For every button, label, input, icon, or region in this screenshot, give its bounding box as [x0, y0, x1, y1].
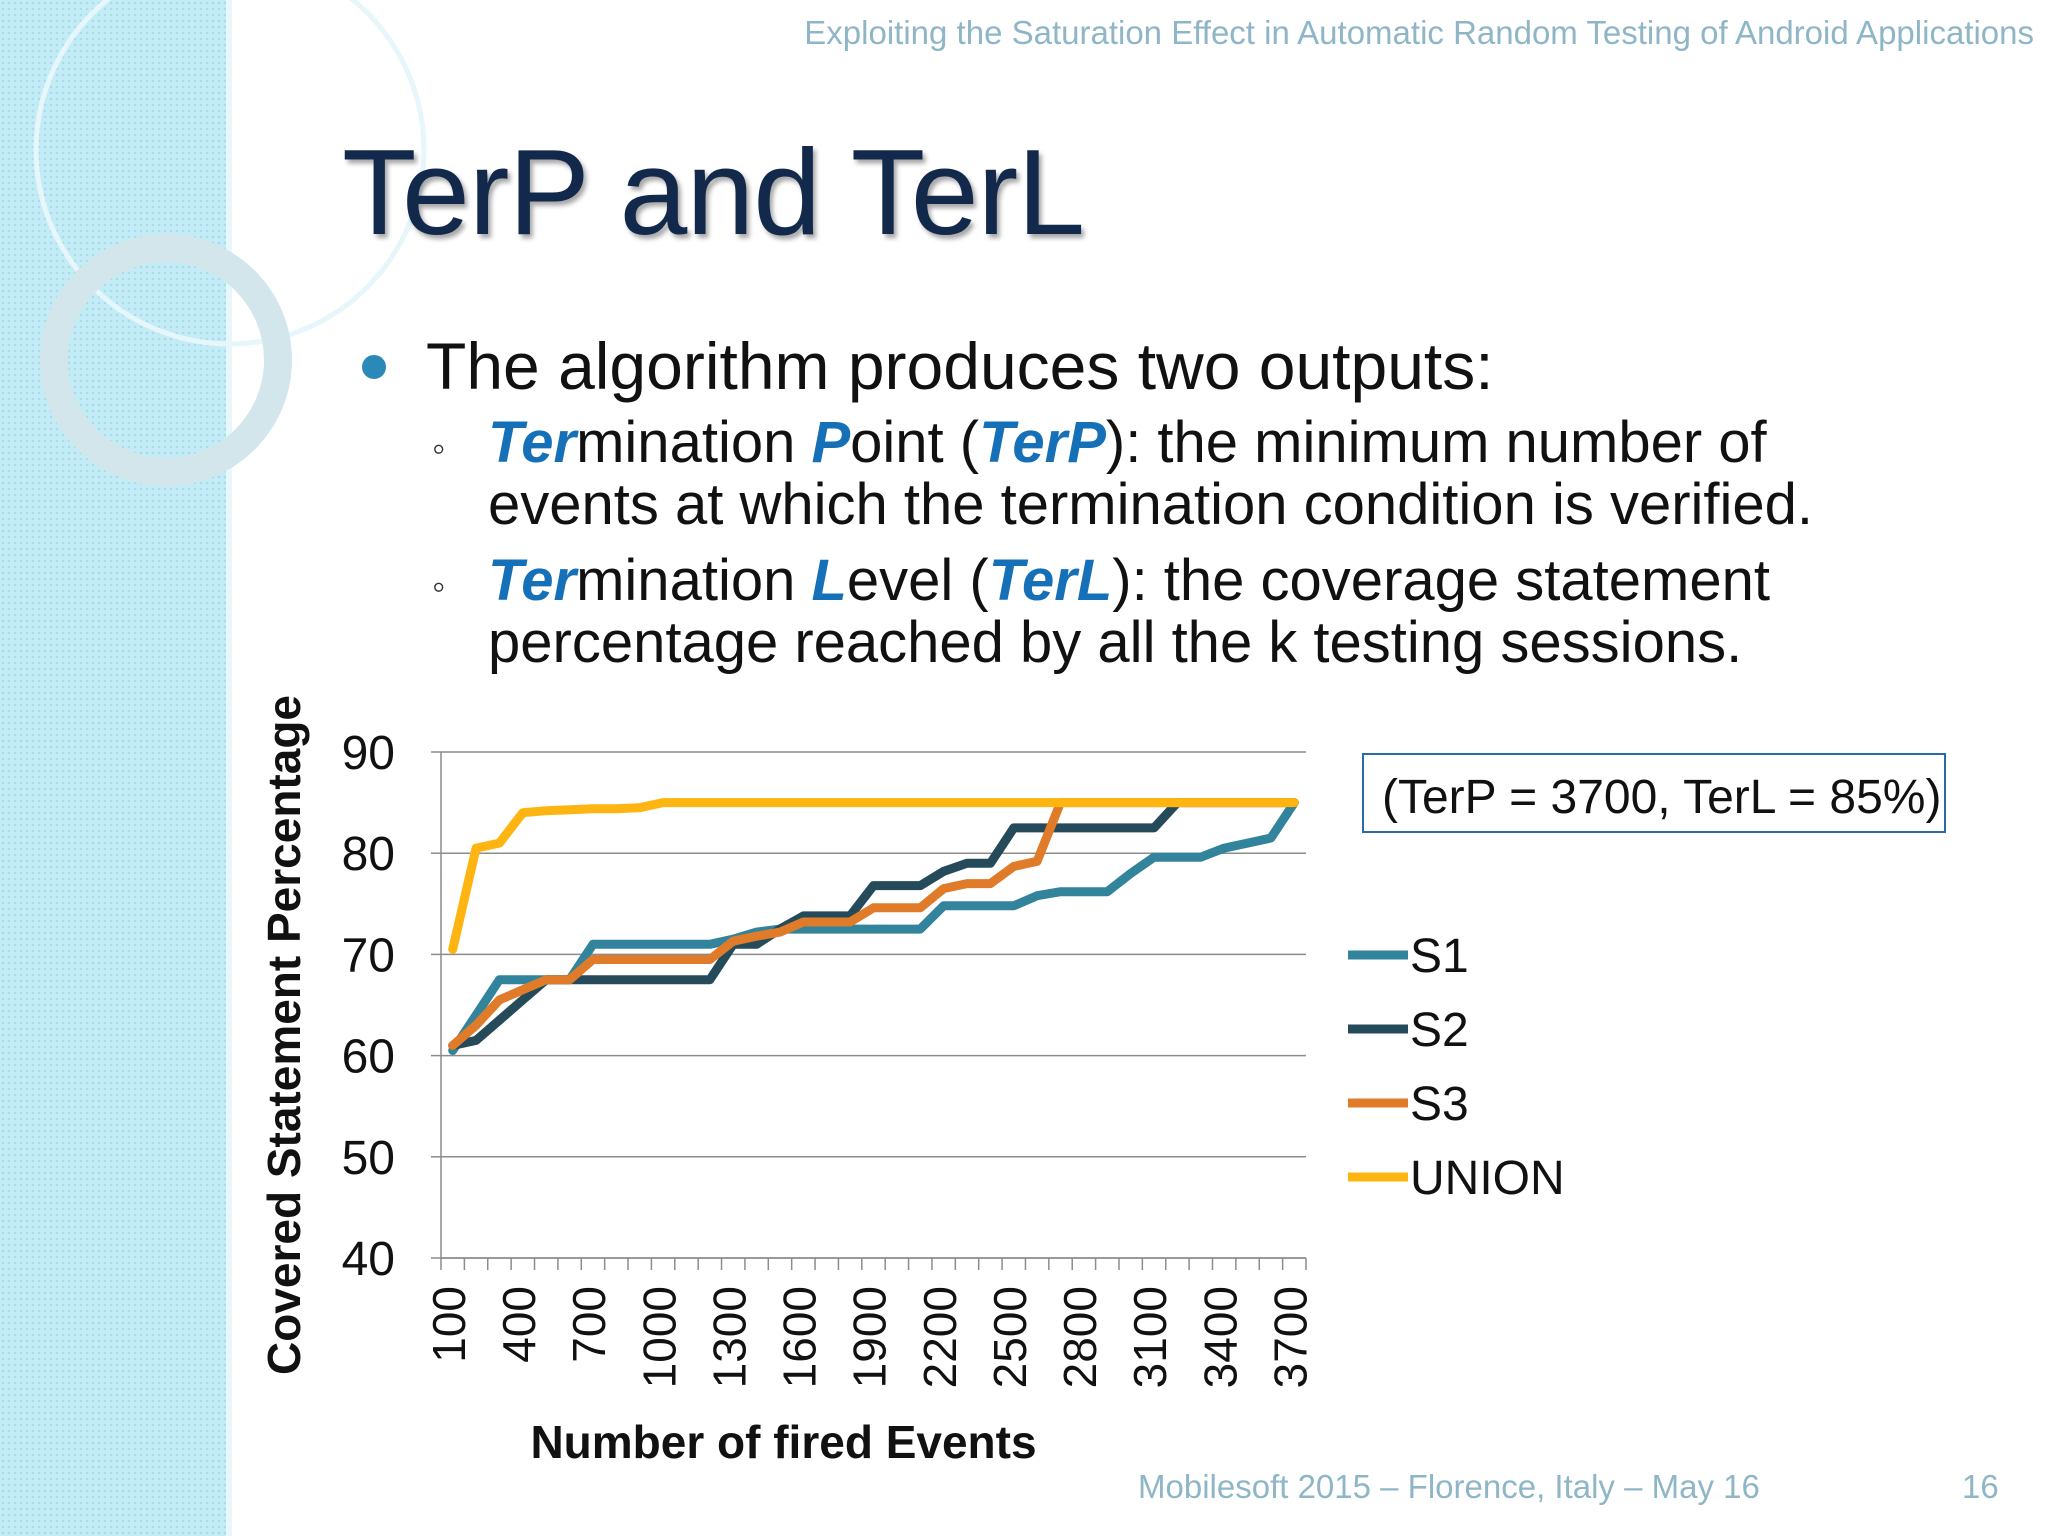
text-part: mination [576, 410, 812, 475]
text-line2: events at which the termination conditio… [488, 472, 1814, 537]
x-tick-label: 400 [493, 1286, 545, 1363]
x-tick-label: 1300 [703, 1286, 755, 1388]
sub-bullet-marker: ◦ [432, 428, 446, 470]
text-part: oint ( [850, 410, 980, 475]
slide-title: TerP and TerL [342, 124, 1085, 260]
footer-conference: Mobilesoft 2015 – Florence, Italy – May … [1138, 1468, 1760, 1505]
text-part: evel ( [846, 548, 989, 613]
series-line-s3 [448, 798, 1299, 1050]
sidebar-edge [226, 0, 232, 1536]
sub-bullet-terp: Termination Point (TerP): the minimum nu… [488, 412, 1813, 536]
legend-label-s3: S3 [1410, 1078, 1469, 1131]
decor-ring-small [40, 234, 292, 486]
x-tick-label: 3700 [1264, 1286, 1316, 1388]
y-tick-label: 40 [342, 1233, 395, 1286]
x-tick-label: 2800 [1054, 1286, 1106, 1388]
terp-terl-annotation: (TerP = 3700, TerL = 85%) [1382, 771, 1942, 824]
sub-bullet-terl: Termination Level (TerL): the coverage s… [488, 550, 1770, 674]
hl-ter: Ter [488, 548, 577, 613]
series-line-s1 [448, 798, 1299, 1055]
page-number: 16 [1962, 1468, 1999, 1505]
legend-label-s1: S1 [1410, 930, 1469, 983]
x-tick-label: 100 [423, 1286, 475, 1363]
legend-label-s2: S2 [1410, 1004, 1469, 1057]
y-axis-title: Covered Statement Percentage [258, 695, 310, 1375]
y-tick-label: 90 [342, 727, 395, 780]
y-tick-label: 50 [342, 1132, 395, 1185]
bullet-main-text: The algorithm produces two outputs: [426, 329, 1494, 403]
presentation-header: Exploiting the Saturation Effect in Auto… [804, 14, 2034, 51]
text-line2: percentage reached by all the k testing … [488, 610, 1743, 675]
series-line-s2 [448, 798, 1299, 1050]
text-part: ): the minimum number of [1105, 410, 1767, 475]
hl-letter: P [811, 410, 851, 475]
x-tick-label: 1900 [844, 1286, 896, 1388]
y-tick-label: 60 [342, 1031, 395, 1084]
x-tick-label: 1000 [633, 1286, 685, 1388]
y-tick-label: 70 [342, 929, 395, 982]
x-tick-label: 3100 [1124, 1286, 1176, 1388]
text-part: mination [576, 548, 812, 613]
sub-bullet-marker: ◦ [432, 566, 446, 608]
x-tick-label: 700 [563, 1286, 615, 1363]
x-tick-label: 1600 [774, 1286, 826, 1388]
annotation-box [1362, 753, 1946, 833]
decor-ring-large [33, 0, 427, 347]
hl-letter: L [811, 548, 847, 613]
text-part: ): the coverage statement [1112, 548, 1770, 613]
decorative-circles [33, 0, 427, 486]
y-tick-label: 80 [342, 828, 395, 881]
x-tick-label: 2500 [984, 1286, 1036, 1388]
hl-acronym: TerP [979, 410, 1106, 475]
hl-ter: Ter [488, 410, 577, 475]
bullet-dot [362, 355, 386, 379]
hl-acronym: TerL [988, 548, 1113, 613]
x-axis-title: Number of fired Events [530, 1416, 1036, 1468]
legend-label-union: UNION [1410, 1152, 1565, 1205]
x-tick-label: 3400 [1194, 1286, 1246, 1388]
x-tick-label: 2200 [914, 1286, 966, 1388]
series-line-union [448, 798, 1299, 954]
